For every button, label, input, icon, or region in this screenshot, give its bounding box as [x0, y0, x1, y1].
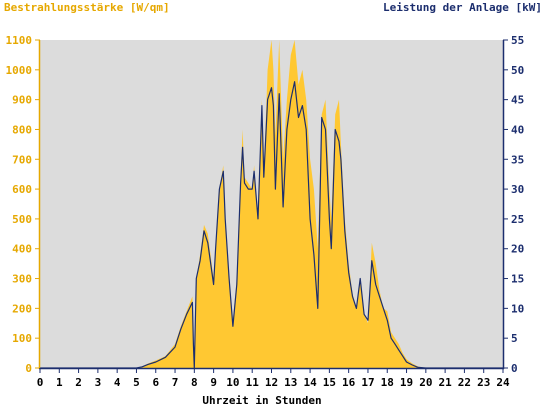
left-tick-label: 100 — [12, 332, 32, 345]
left-tick-label: 400 — [12, 243, 32, 256]
x-tick-label: 3 — [95, 376, 102, 389]
right-ticks: 0 5 10 15 20 25 30 35 40 45 50 55 — [503, 34, 524, 375]
x-tick-label: 6 — [152, 376, 159, 389]
x-tick-label: 1 — [56, 376, 63, 389]
right-tick-label: 20 — [511, 243, 524, 256]
x-tick-label: 22 — [458, 376, 471, 389]
x-tick-label: 24 — [496, 376, 510, 389]
x-tick-label: 9 — [210, 376, 217, 389]
left-ticks: 0 100 200 300 400 500 600 700 800 900 1000 1100 — [6, 34, 40, 375]
x-tick-label: 14 — [303, 376, 317, 389]
x-tick-label: 0 — [37, 376, 44, 389]
right-tick-label: 30 — [511, 183, 524, 196]
x-axis-title: Uhrzeit in Stunden — [202, 394, 321, 407]
left-tick-label: 700 — [12, 153, 32, 166]
x-tick-label: 10 — [226, 376, 239, 389]
x-tick-label: 12 — [265, 376, 278, 389]
x-tick-label: 21 — [439, 376, 453, 389]
left-tick-label: 800 — [12, 123, 32, 136]
x-tick-label: 20 — [419, 376, 432, 389]
right-tick-label: 35 — [511, 153, 524, 166]
left-tick-label: 1000 — [6, 64, 33, 77]
right-tick-label: 5 — [511, 332, 518, 345]
left-tick-label: 900 — [12, 94, 32, 107]
x-tick-label: 16 — [342, 376, 356, 389]
right-tick-label: 10 — [511, 302, 524, 315]
left-axis-title: Bestrahlungsstärke [W/qm] — [4, 1, 170, 14]
right-tick-label: 15 — [511, 273, 524, 286]
right-tick-label: 55 — [511, 34, 524, 47]
left-tick-label: 500 — [12, 213, 32, 226]
series-layer — [40, 40, 503, 369]
right-tick-label: 50 — [511, 64, 524, 77]
right-tick-label: 40 — [511, 123, 524, 136]
right-tick-label: 45 — [511, 94, 524, 107]
x-tick-label: 23 — [477, 376, 490, 389]
left-tick-label: 300 — [12, 273, 32, 286]
x-tick-label: 2 — [75, 376, 82, 389]
right-tick-label: 25 — [511, 213, 524, 226]
power-line — [40, 81, 503, 369]
x-tick-label: 19 — [400, 376, 413, 389]
x-tick-label: 8 — [191, 376, 198, 389]
left-tick-label: 1100 — [6, 34, 33, 47]
x-ticks: 0 1 2 3 4 5 6 7 8 9 10 11 12 13 14 15 16 17 18 19 20 21 22 23 24 — [37, 368, 510, 389]
x-tick-label: 15 — [323, 376, 336, 389]
left-tick-label: 0 — [25, 362, 32, 375]
x-tick-label: 18 — [381, 376, 394, 389]
x-tick-label: 13 — [284, 376, 297, 389]
left-tick-label: 200 — [12, 302, 32, 315]
left-tick-label: 600 — [12, 183, 32, 196]
x-tick-label: 17 — [361, 376, 374, 389]
right-axis-title: Leistung der Anlage [kW] — [383, 1, 542, 14]
right-tick-label: 0 — [511, 362, 518, 375]
x-tick-label: 5 — [133, 376, 140, 389]
irradiance-area — [40, 40, 503, 368]
x-tick-label: 7 — [172, 376, 179, 389]
x-tick-label: 4 — [114, 376, 121, 389]
x-tick-label: 11 — [246, 376, 260, 389]
